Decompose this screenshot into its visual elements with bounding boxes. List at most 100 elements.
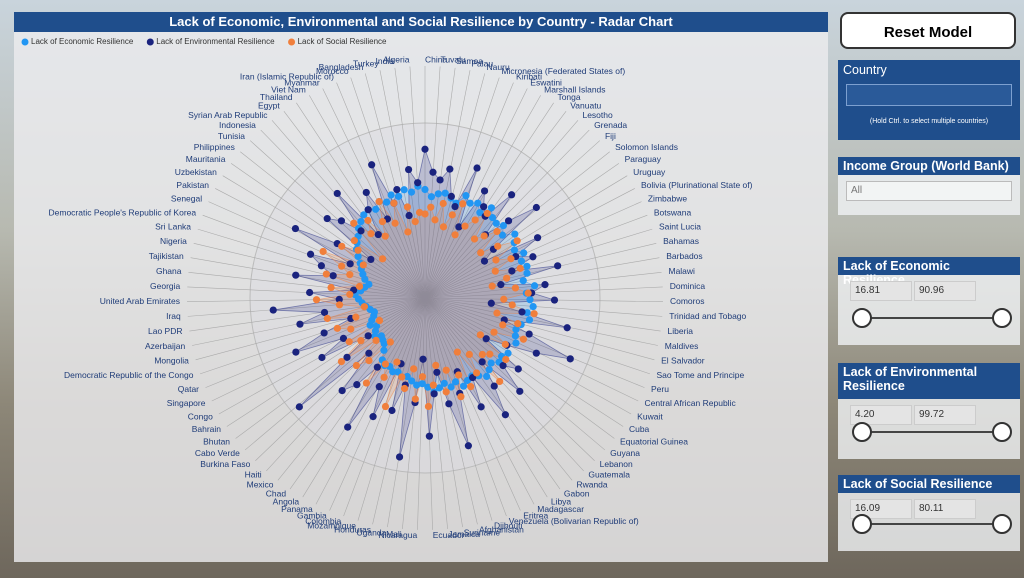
data-point	[504, 350, 511, 357]
page: Lack of Economic, Environmental and Soci…	[0, 0, 1024, 578]
data-point	[363, 379, 370, 386]
data-point	[426, 433, 433, 440]
data-point	[467, 383, 474, 390]
data-point	[526, 330, 533, 337]
data-point	[484, 210, 491, 217]
data-point	[381, 374, 388, 381]
income-dropdown[interactable]: All	[846, 181, 1012, 201]
reset-button[interactable]: Reset Model	[840, 12, 1016, 49]
data-point	[436, 176, 443, 183]
category-label: Paraguay	[625, 154, 662, 164]
data-point	[493, 220, 500, 227]
category-label: Burkina Faso	[200, 459, 250, 469]
data-point	[347, 326, 354, 333]
data-point	[357, 218, 364, 225]
data-point	[481, 232, 488, 239]
data-point	[376, 317, 383, 324]
data-point	[416, 209, 423, 216]
slider-track	[862, 317, 1002, 319]
data-point	[454, 348, 461, 355]
slider-handle[interactable]	[992, 514, 1012, 534]
category-label: Cuba	[629, 424, 650, 434]
income-filter: Income Group (World Bank) All	[838, 157, 1020, 215]
data-point	[460, 383, 467, 390]
data-point	[472, 216, 479, 223]
category-label: Congo	[188, 411, 213, 421]
country-hint: (Hold Ctrl. to select multiple countries…	[838, 118, 1020, 125]
slider-handle[interactable]	[992, 308, 1012, 328]
data-point	[306, 289, 313, 296]
legend-marker	[22, 39, 29, 46]
slider-handle[interactable]	[852, 514, 872, 534]
data-point	[393, 359, 400, 366]
data-point	[462, 192, 469, 199]
data-point	[459, 200, 466, 207]
slider-min[interactable]: 16.81	[850, 281, 912, 301]
data-point	[361, 303, 368, 310]
data-point	[351, 237, 358, 244]
data-point	[455, 371, 462, 378]
category-label: Guatemala	[588, 470, 630, 480]
data-point	[499, 362, 506, 369]
slider-title: Lack of Social Resilience	[838, 475, 1020, 493]
data-point	[292, 348, 299, 355]
data-point	[367, 230, 374, 237]
data-point	[433, 369, 440, 376]
data-point	[339, 387, 346, 394]
category-label: Equatorial Guinea	[620, 436, 688, 446]
category-label: Kuwait	[637, 411, 663, 421]
category-label: Malawi	[668, 266, 695, 276]
data-point	[512, 339, 519, 346]
data-point	[357, 227, 364, 234]
category-label: Chad	[266, 488, 287, 498]
data-point	[338, 358, 345, 365]
data-point	[492, 256, 499, 263]
category-label: El Salvador	[661, 356, 705, 366]
data-point	[508, 191, 515, 198]
data-point	[429, 169, 436, 176]
country-dropdown[interactable]	[846, 84, 1012, 106]
data-point	[541, 281, 548, 288]
data-point	[353, 362, 360, 369]
data-point	[346, 291, 353, 298]
data-point	[321, 329, 328, 336]
data-point	[388, 191, 395, 198]
category-label: Grenada	[594, 120, 627, 130]
category-label: Philippines	[194, 142, 235, 152]
data-point	[488, 359, 495, 366]
category-label: Uruguay	[633, 167, 666, 177]
data-point	[421, 186, 428, 193]
data-point	[428, 193, 435, 200]
data-point	[336, 301, 343, 308]
data-point	[327, 284, 334, 291]
data-point	[479, 351, 486, 358]
category-label: Singapore	[167, 398, 206, 408]
slider-handle[interactable]	[992, 422, 1012, 442]
data-point	[353, 381, 360, 388]
slider-max[interactable]: 80.11	[914, 499, 976, 519]
slider-max[interactable]: 99.72	[914, 405, 976, 425]
data-point	[500, 296, 507, 303]
data-point	[296, 321, 303, 328]
data-point	[494, 243, 501, 250]
data-point	[479, 358, 486, 365]
data-point	[490, 329, 497, 336]
slider-max[interactable]: 90.96	[914, 281, 976, 301]
category-label: Maldives	[665, 341, 699, 351]
data-point	[270, 306, 277, 313]
data-point	[517, 265, 524, 272]
data-point	[499, 321, 506, 328]
data-point	[414, 179, 421, 186]
category-label: Tunisia	[218, 131, 245, 141]
slider-title: Lack of Economic Resilience	[838, 257, 1020, 275]
data-point	[514, 237, 521, 244]
data-point	[511, 230, 518, 237]
data-point	[461, 223, 468, 230]
slider-handle[interactable]	[852, 422, 872, 442]
category-label: Georgia	[150, 281, 181, 291]
data-point	[347, 260, 354, 267]
data-point	[391, 220, 398, 227]
data-point	[365, 332, 372, 339]
data-point	[531, 310, 538, 317]
slider-handle[interactable]	[852, 308, 872, 328]
